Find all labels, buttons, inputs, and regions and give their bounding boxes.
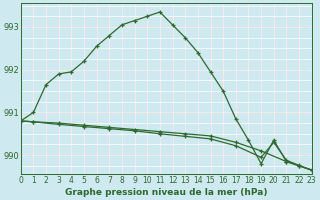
X-axis label: Graphe pression niveau de la mer (hPa): Graphe pression niveau de la mer (hPa) bbox=[65, 188, 268, 197]
